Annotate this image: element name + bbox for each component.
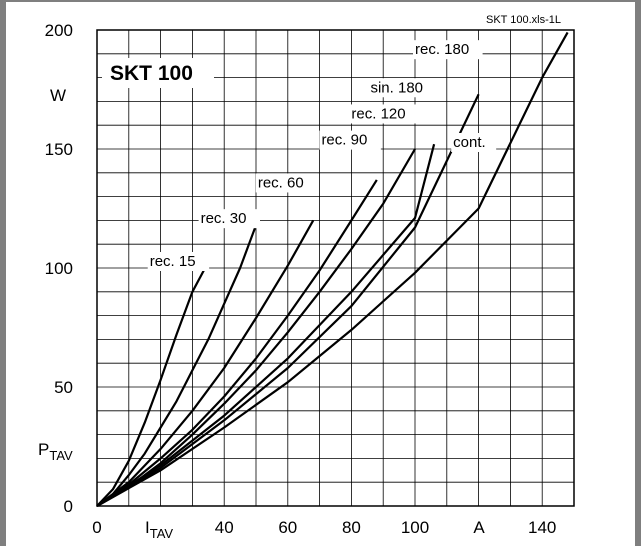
chart-title: SKT 100 (110, 62, 193, 85)
y-axis-subscript: TAV (49, 448, 73, 463)
series-label: rec. 120 (351, 105, 405, 122)
x-tick-label: 60 (278, 518, 297, 537)
y-unit: W (50, 86, 66, 105)
series-line-cont (96, 31, 569, 507)
x-tick-label: 140 (528, 518, 556, 537)
series-label-bg (147, 252, 210, 271)
series-label: rec. 30 (201, 210, 247, 227)
series-label: rec. 60 (258, 174, 304, 191)
x-tick-label: 0 (92, 518, 101, 537)
x-tick-labels: 0 40 60 80 100 140 (92, 518, 556, 537)
series-line-sin-180 (96, 143, 436, 507)
plot-border (96, 29, 575, 507)
y-axis-symbol: P (38, 440, 49, 459)
y-tick-labels: 0 50 100 150 200 (45, 21, 73, 516)
x-tick-label: 40 (215, 518, 234, 537)
y-tick-label: 50 (54, 378, 73, 397)
series-label-bg (319, 130, 381, 150)
x-tick-label: 80 (342, 518, 361, 537)
series-label: rec. 90 (321, 132, 367, 149)
curves (96, 31, 569, 507)
series-label-bg (368, 78, 439, 98)
series-label: rec. 180 (415, 41, 469, 58)
series-line-rec-15 (96, 267, 207, 507)
y-tick-label: 200 (45, 21, 73, 40)
series-label: rec. 15 (150, 253, 196, 270)
series-line-rec-60 (96, 219, 315, 507)
series-line-rec-180 (96, 93, 480, 507)
series-labels: rec. 15 rec. 30 rec. 60 rec. 90 rec. 120 sin.… (147, 40, 497, 271)
series-label-bg (349, 104, 419, 124)
x-axis-symbol: I (145, 518, 150, 537)
y-axis-label: PTAV (38, 440, 73, 463)
series-line-rec-30 (96, 224, 258, 507)
series-label-bg (198, 209, 260, 229)
series-label-bg (413, 40, 483, 60)
x-axis-subscript: TAV (150, 526, 174, 541)
title-box (102, 58, 214, 88)
x-unit: A (473, 518, 485, 537)
y-tick-label: 0 (64, 497, 73, 516)
series-label-bg (255, 173, 318, 193)
y-tick-label: 150 (45, 140, 73, 159)
series-label-bg (451, 133, 497, 152)
x-tick-label: 100 (401, 518, 429, 537)
x-axis-label: ITAV (145, 518, 173, 541)
series-line-rec-90 (96, 179, 378, 507)
series-label: sin. 180 (370, 79, 423, 96)
y-tick-label: 100 (45, 259, 73, 278)
series-label: cont. (453, 134, 486, 151)
source-tag: SKT 100.xls-1L (486, 14, 561, 26)
